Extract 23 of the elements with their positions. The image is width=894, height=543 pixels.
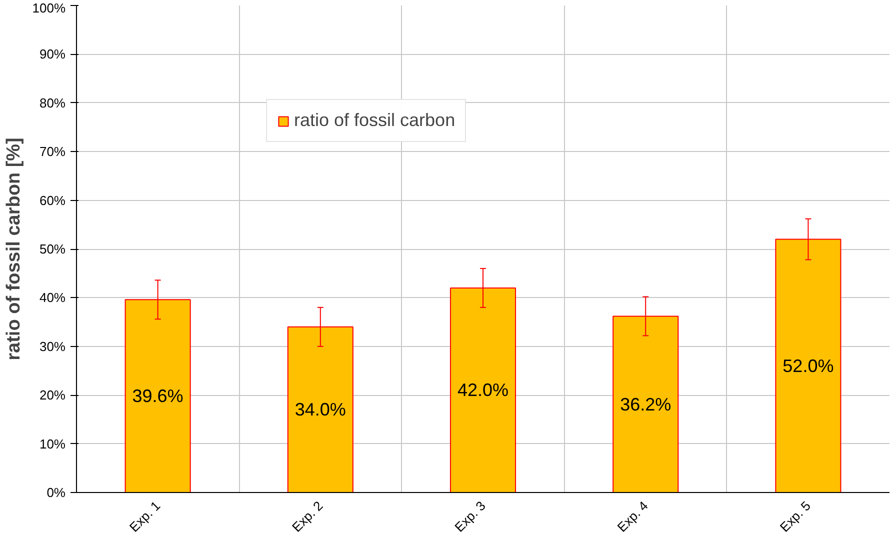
data-label: 34.0% — [294, 400, 346, 420]
y-tick-label: 40% — [39, 290, 66, 306]
x-tick-label: Exp. 1 — [126, 498, 164, 535]
y-tick-label: 80% — [39, 95, 66, 110]
y-tick-label: 50% — [39, 242, 66, 256]
x-tick-label: Exp. 5 — [776, 498, 814, 535]
y-tick-label: 90% — [39, 46, 66, 62]
x-tick-label: Exp. 2 — [289, 498, 326, 535]
data-label: 52.0% — [782, 356, 834, 376]
data-label: 42.0% — [457, 380, 509, 400]
data-label: 39.6% — [132, 386, 184, 406]
x-tick-label: Exp. 4 — [614, 498, 651, 535]
y-tick-label: 0% — [46, 485, 66, 500]
data-label: 36.2% — [620, 394, 672, 414]
y-tick-label: 60% — [39, 192, 66, 208]
x-tick-label: Exp. 3 — [452, 498, 488, 535]
y-tick-label: 100% — [32, 0, 66, 16]
y-axis-title: ratio of fossil carbon [%] — [3, 138, 24, 360]
legend-label: ratio of fossil carbon — [294, 110, 456, 131]
y-tick-label: 10% — [39, 436, 66, 452]
y-tick-label: 20% — [39, 388, 66, 403]
y-tick-label: 30% — [39, 338, 66, 354]
y-tick-label: 70% — [39, 144, 66, 160]
